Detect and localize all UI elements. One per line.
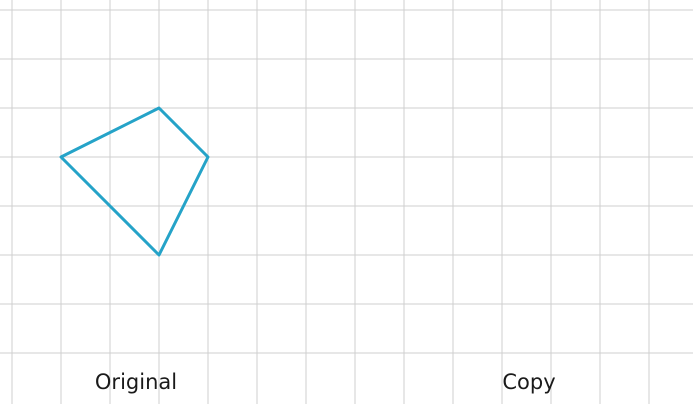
original-label: Original	[95, 370, 177, 394]
copy-label: Copy	[502, 370, 555, 394]
original-quadrilateral	[59, 106, 210, 257]
